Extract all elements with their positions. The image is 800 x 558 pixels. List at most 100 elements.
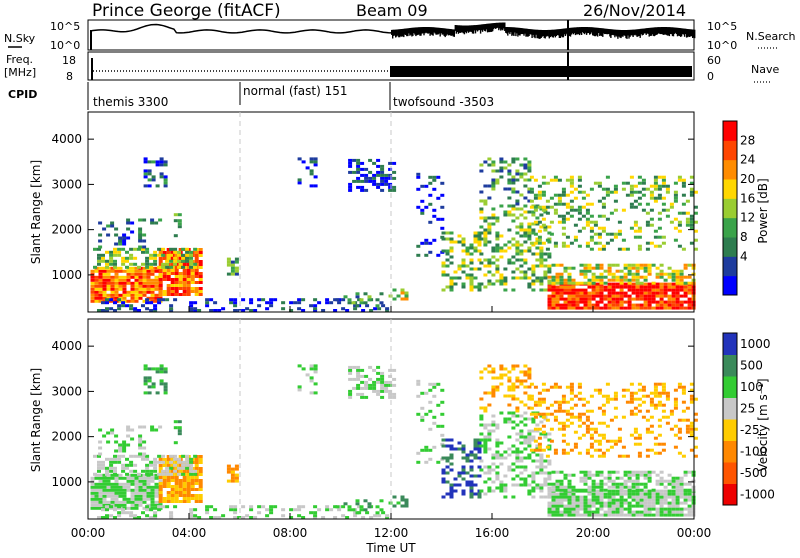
- heatmap-cell: [166, 476, 171, 479]
- heatmap-cell: [473, 453, 478, 457]
- heatmap-cell: [189, 472, 194, 476]
- heatmap-cell: [379, 508, 384, 512]
- heatmap-cell: [627, 297, 632, 301]
- heatmap-cell: [487, 225, 492, 229]
- heatmap-cell: [157, 301, 162, 305]
- heatmap-cell: [177, 432, 182, 436]
- heatmap-cell: [555, 272, 560, 276]
- heatmap-cell: [527, 282, 532, 286]
- heatmap-cell: [181, 259, 186, 263]
- heatmap-cell: [657, 175, 662, 179]
- heatmap-cell: [597, 448, 602, 452]
- heatmap-cell: [607, 278, 612, 282]
- heatmap-cell: [174, 476, 179, 479]
- freq-tick-top: 18: [62, 54, 76, 67]
- heatmap-cell: [559, 482, 564, 486]
- nsky-dense-tick: [672, 27, 675, 37]
- heatmap-cell: [125, 457, 129, 461]
- heatmap-cell: [607, 501, 612, 505]
- heatmap-cell: [529, 448, 534, 452]
- heatmap-cell: [587, 488, 592, 492]
- heatmap-cell: [653, 235, 658, 239]
- heatmap-cell: [356, 179, 361, 183]
- heatmap-cell: [605, 424, 610, 428]
- heatmap-cell: [479, 444, 484, 448]
- heatmap-cell: [352, 365, 357, 369]
- xtick-label: 00:00: [677, 526, 712, 540]
- heatmap-cell: [559, 510, 564, 514]
- heatmap-cell: [151, 178, 156, 182]
- heatmap-cell: [571, 278, 576, 282]
- heatmap-cell: [348, 185, 353, 189]
- heatmap-cell: [553, 241, 558, 245]
- heatmap-cell: [138, 230, 143, 234]
- heatmap-cell: [126, 293, 131, 297]
- heatmap-cell: [635, 498, 640, 502]
- heatmap-cell: [150, 272, 155, 276]
- heatmap-cell: [449, 246, 454, 250]
- heatmap-cell: [106, 488, 111, 492]
- nsky-dense-tick: [514, 27, 516, 33]
- heatmap-cell: [491, 181, 496, 185]
- heatmap-cell: [122, 242, 127, 246]
- heatmap-cell: [469, 243, 474, 247]
- heatmap-cell: [166, 500, 171, 503]
- heatmap-cell: [651, 507, 656, 511]
- heatmap-cell: [567, 479, 572, 483]
- heatmap-cell: [539, 486, 544, 490]
- heatmap-cell: [667, 473, 672, 477]
- nsky-label: N.Sky: [4, 32, 36, 45]
- heatmap-cell: [527, 406, 532, 410]
- heatmap-cell: [657, 193, 662, 197]
- heatmap-cell: [487, 270, 492, 274]
- heatmap-cell: [537, 235, 542, 239]
- heatmap-cell: [469, 258, 474, 262]
- heatmap-cell: [217, 516, 222, 519]
- heatmap-cell: [515, 459, 520, 463]
- heatmap-cell: [515, 172, 520, 176]
- heatmap-cell: [146, 485, 151, 489]
- heatmap-cell: [671, 291, 676, 295]
- heatmap-cell: [90, 506, 95, 510]
- heatmap-cell: [198, 275, 203, 278]
- heatmap-cell: [234, 479, 239, 483]
- heatmap-cell: [511, 364, 516, 368]
- heatmap-cell: [118, 485, 123, 489]
- heatmap-cell: [297, 301, 302, 305]
- heatmap-cell: [527, 199, 532, 203]
- heatmap-cell: [687, 495, 692, 499]
- heatmap-cell: [607, 269, 612, 273]
- heatmap-cell: [106, 287, 111, 291]
- heatmap-cell: [577, 190, 582, 194]
- heatmap-cell: [313, 382, 318, 386]
- nsky-dense-tick: [594, 27, 596, 37]
- heatmap-cell: [113, 508, 117, 512]
- heatmap-cell: [161, 298, 166, 302]
- heatmap-cell: [673, 400, 678, 404]
- heatmap-cell: [257, 505, 262, 509]
- heatmap-cell: [663, 485, 668, 489]
- heatmap-cell: [495, 474, 500, 478]
- heatmap-cell: [571, 492, 576, 496]
- heatmap-cell: [609, 397, 614, 401]
- heatmap-cell: [591, 288, 596, 292]
- heatmap-cell: [693, 427, 698, 431]
- heatmap-cell: [388, 374, 393, 378]
- heatmap-cell: [545, 412, 550, 416]
- heatmap-cell: [465, 246, 470, 250]
- heatmap-cell: [138, 488, 143, 492]
- heatmap-cell: [440, 412, 445, 416]
- heatmap-cell: [380, 182, 385, 186]
- heatmap-cell: [477, 288, 482, 292]
- heatmap-cell: [477, 450, 482, 454]
- heatmap-cell: [372, 173, 377, 177]
- heatmap-cell: [561, 427, 566, 431]
- heatmap-cell: [679, 300, 684, 304]
- colorbar-tick-label: -500: [740, 466, 767, 480]
- nsky-dense-tick: [491, 23, 493, 32]
- heatmap-cell: [449, 231, 454, 235]
- heatmap-cell: [579, 281, 584, 285]
- heatmap-cell: [197, 516, 202, 519]
- heatmap-cell: [541, 382, 546, 386]
- heatmap-cell: [651, 492, 656, 496]
